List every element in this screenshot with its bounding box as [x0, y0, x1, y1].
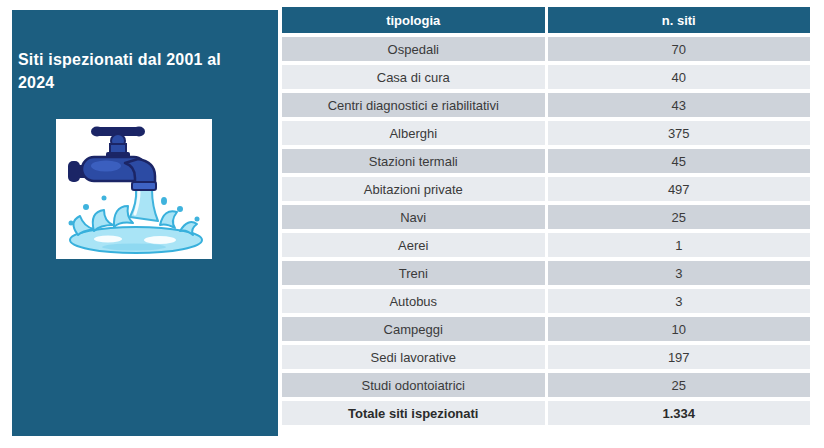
table-row: Casa di cura 40 — [282, 65, 810, 89]
table-row: Aerei 1 — [282, 233, 810, 257]
column-header-n-siti: n. siti — [548, 7, 811, 33]
n-siti-cell: 25 — [548, 373, 811, 397]
tipologia-cell: Casa di cura — [282, 65, 545, 89]
n-siti-cell: 375 — [548, 121, 811, 145]
table-row: Treni 3 — [282, 261, 810, 285]
tipologia-cell: Totale siti ispezionati — [282, 401, 545, 425]
tipologia-cell: Studi odontoiatrici — [282, 373, 545, 397]
faucet-icon — [68, 127, 156, 191]
table-body: Ospedali 70 Casa di cura 40 Centri diagn… — [282, 37, 810, 425]
n-siti-cell: 10 — [548, 317, 811, 341]
table-row: Ospedali 70 — [282, 37, 810, 61]
n-siti-cell: 40 — [548, 65, 811, 89]
tipologia-cell: Alberghi — [282, 121, 545, 145]
tipologia-cell: Navi — [282, 205, 545, 229]
tipologia-cell: Ospedali — [282, 37, 545, 61]
n-siti-cell: 1.334 — [548, 401, 811, 425]
n-siti-cell: 45 — [548, 149, 811, 173]
tipologia-cell: Stazioni termali — [282, 149, 545, 173]
tipologia-cell: Aerei — [282, 233, 545, 257]
water-stream — [130, 189, 158, 221]
column-header-tipologia: tipologia — [282, 7, 545, 33]
table-row: Centri diagnostici e riabilitativi 43 — [282, 93, 810, 117]
left-panel: Siti ispezionati dal 2001 al 2024 — [12, 10, 278, 436]
table-row: Sedi lavorative 197 — [282, 345, 810, 369]
table-row: Stazioni termali 45 — [282, 149, 810, 173]
tipologia-cell: Autobus — [282, 289, 545, 313]
table-row: Totale siti ispezionati 1.334 — [282, 401, 810, 425]
table-row: Navi 25 — [282, 205, 810, 229]
water-tap-icon — [56, 119, 212, 259]
tipologia-cell: Abitazioni private — [282, 177, 545, 201]
n-siti-cell: 3 — [548, 289, 811, 313]
inspection-table-container: tipologia n. siti Ospedali 70 Casa di cu… — [279, 3, 813, 429]
n-siti-cell: 70 — [548, 37, 811, 61]
n-siti-cell: 3 — [548, 261, 811, 285]
tipologia-cell: Sedi lavorative — [282, 345, 545, 369]
table-row: Campeggi 10 — [282, 317, 810, 341]
page-title: Siti ispezionati dal 2001 al 2024 — [12, 10, 278, 94]
n-siti-cell: 197 — [548, 345, 811, 369]
n-siti-cell: 25 — [548, 205, 811, 229]
tipologia-cell: Centri diagnostici e riabilitativi — [282, 93, 545, 117]
tipologia-cell: Campeggi — [282, 317, 545, 341]
table-row: Abitazioni private 497 — [282, 177, 810, 201]
n-siti-cell: 1 — [548, 233, 811, 257]
n-siti-cell: 497 — [548, 177, 811, 201]
water-tap-image — [56, 119, 212, 259]
table-row: Studi odontoiatrici 25 — [282, 373, 810, 397]
table-header-row: tipologia n. siti — [282, 7, 810, 33]
slide: Siti ispezionati dal 2001 al 2024 — [0, 0, 824, 448]
inspection-table: tipologia n. siti Ospedali 70 Casa di cu… — [279, 3, 813, 429]
table-row: Alberghi 375 — [282, 121, 810, 145]
n-siti-cell: 43 — [548, 93, 811, 117]
tipologia-cell: Treni — [282, 261, 545, 285]
table-row: Autobus 3 — [282, 289, 810, 313]
